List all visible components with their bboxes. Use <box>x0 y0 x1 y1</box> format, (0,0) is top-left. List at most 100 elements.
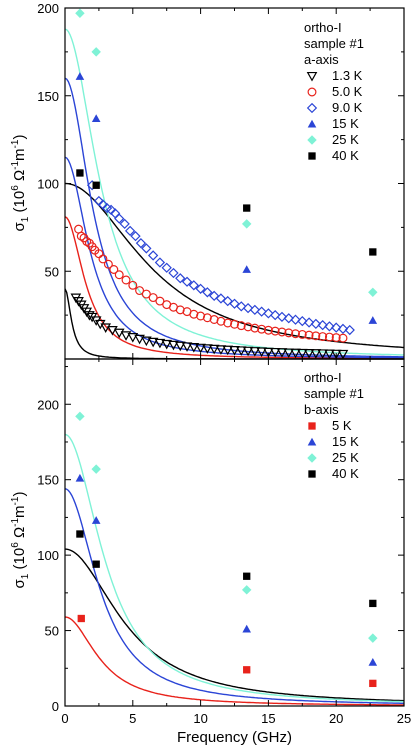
data-point <box>284 328 294 338</box>
data-point <box>368 633 378 643</box>
data-point <box>75 473 85 482</box>
data-point <box>189 309 199 319</box>
data-point <box>337 323 349 334</box>
data-point <box>290 314 301 325</box>
data-point <box>243 666 251 674</box>
data-point <box>257 324 267 334</box>
legend-annotation: ortho-I <box>304 370 342 385</box>
data-point <box>75 72 85 80</box>
data-point <box>283 313 294 324</box>
data-point <box>243 572 251 580</box>
data-point <box>263 308 274 319</box>
data-point <box>369 599 377 608</box>
data-point <box>242 346 254 357</box>
data-point <box>91 464 101 474</box>
data-point <box>75 411 85 422</box>
legend-marker <box>307 135 317 145</box>
data-point <box>127 333 139 343</box>
data-point <box>121 275 131 285</box>
data-point <box>154 257 166 268</box>
data-point <box>290 348 301 359</box>
data-point <box>369 248 377 256</box>
data-point <box>77 614 85 623</box>
legend-entry: 1.3 K <box>332 68 363 83</box>
data-point <box>242 624 252 633</box>
data-point <box>98 254 108 264</box>
x-tick-label: 10 <box>193 711 207 726</box>
data-point <box>92 181 100 189</box>
data-point <box>242 265 252 273</box>
fit-curve-0 <box>64 548 405 702</box>
data-point <box>75 8 85 18</box>
data-point <box>91 114 101 123</box>
plot-frame <box>64 358 405 707</box>
data-point <box>223 318 233 328</box>
data-point <box>276 348 288 358</box>
data-point <box>235 346 247 356</box>
data-point <box>243 204 251 212</box>
data-point <box>161 262 172 273</box>
y-tick-label: 50 <box>45 264 59 279</box>
data-point <box>209 290 220 301</box>
legend-marker <box>307 119 317 128</box>
data-point <box>147 250 159 261</box>
data-point <box>236 301 247 312</box>
data-point <box>337 349 349 360</box>
data-point <box>181 276 193 287</box>
legend-entry: 40 K <box>332 466 359 481</box>
y-tick-label: 150 <box>37 473 59 488</box>
data-point <box>344 324 355 336</box>
y-tick-label: 50 <box>45 624 59 639</box>
data-point <box>130 231 141 242</box>
data-point <box>242 302 254 314</box>
data-point <box>263 325 273 335</box>
fit-curve-3 <box>64 77 404 358</box>
legend-entry: 5.0 K <box>332 84 363 99</box>
data-point <box>249 347 261 357</box>
data-point <box>369 679 377 688</box>
y-tick-label: 100 <box>37 548 59 563</box>
data-point <box>82 236 92 246</box>
data-point <box>269 347 281 358</box>
data-point <box>114 270 124 280</box>
data-point <box>208 344 220 355</box>
legend-entry: 9.0 K <box>332 100 363 115</box>
data-point <box>175 305 185 315</box>
data-point <box>76 530 84 538</box>
data-point <box>141 336 152 347</box>
data-point <box>174 341 186 352</box>
data-point <box>303 317 315 328</box>
data-point <box>135 238 147 249</box>
data-point <box>230 319 239 329</box>
data-point <box>331 333 341 343</box>
y-tick-label: 200 <box>37 397 59 412</box>
data-point <box>297 315 308 327</box>
data-point <box>161 339 173 350</box>
legend-marker <box>306 71 318 82</box>
data-point <box>331 322 342 333</box>
y-tick-label: 150 <box>37 89 59 104</box>
data-points <box>70 8 378 360</box>
data-point <box>113 328 125 339</box>
legend-marker <box>307 437 317 446</box>
data-point <box>330 349 342 360</box>
legend-entry: 25 K <box>332 450 359 465</box>
data-point <box>76 231 86 241</box>
fit-curve-2 <box>64 433 405 703</box>
fit-curve-1 <box>64 488 404 704</box>
data-point <box>270 309 281 321</box>
data-point <box>324 321 335 332</box>
data-point <box>311 331 321 341</box>
data-point <box>317 349 328 359</box>
data-point <box>135 286 145 296</box>
data-point <box>195 283 206 294</box>
data-point <box>100 323 111 333</box>
data-point <box>241 585 252 595</box>
data-point <box>188 343 200 353</box>
x-tick-label: 0 <box>61 711 68 726</box>
data-point <box>263 347 274 358</box>
data-point <box>229 346 240 356</box>
